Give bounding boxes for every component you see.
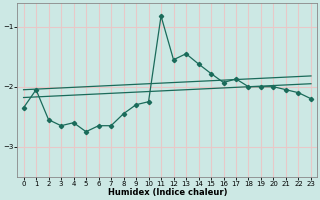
- X-axis label: Humidex (Indice chaleur): Humidex (Indice chaleur): [108, 188, 227, 197]
